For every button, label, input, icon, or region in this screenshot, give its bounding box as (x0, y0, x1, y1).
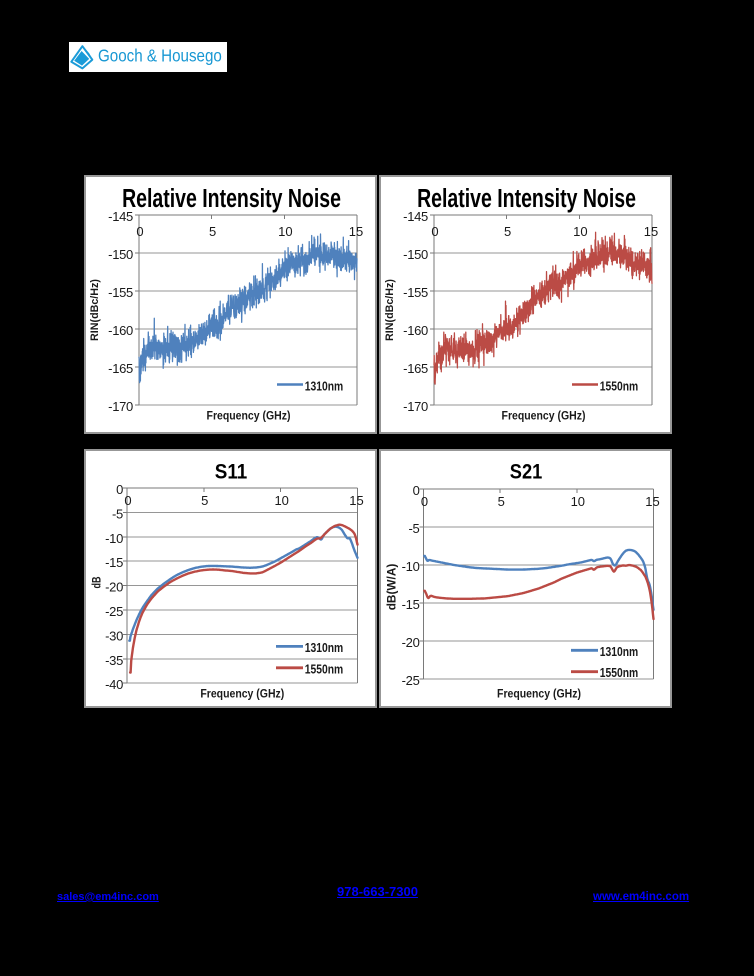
svg-text:0: 0 (124, 493, 131, 508)
svg-text:Frequency (GHz): Frequency (GHz) (502, 410, 586, 423)
svg-text:RIN(dBc/Hz): RIN(dBc/Hz) (384, 279, 396, 341)
svg-text:-150: -150 (403, 247, 428, 262)
svg-text:1310nm: 1310nm (305, 642, 343, 655)
svg-text:dB: dB (90, 576, 104, 588)
svg-text:Frequency (GHz): Frequency (GHz) (497, 688, 581, 701)
svg-text:10: 10 (278, 224, 292, 239)
svg-text:S21: S21 (510, 460, 542, 484)
svg-text:0: 0 (413, 483, 420, 498)
svg-text:-160: -160 (403, 323, 428, 338)
svg-text:-145: -145 (403, 209, 428, 224)
svg-text:0: 0 (116, 482, 123, 497)
svg-text:Frequency (GHz): Frequency (GHz) (200, 688, 284, 701)
svg-text:-5: -5 (409, 521, 420, 536)
svg-text:-25: -25 (105, 604, 123, 619)
svg-text:5: 5 (209, 224, 216, 239)
svg-text:-160: -160 (108, 323, 133, 338)
svg-text:-20: -20 (402, 635, 420, 650)
svg-text:15: 15 (349, 493, 363, 508)
svg-text:10: 10 (573, 224, 587, 239)
svg-text:Relative Intensity Noise: Relative Intensity Noise (417, 183, 636, 212)
svg-text:-165: -165 (403, 361, 428, 376)
svg-text:0: 0 (136, 224, 143, 239)
svg-text:-40: -40 (105, 677, 123, 692)
svg-text:1550nm: 1550nm (600, 381, 638, 394)
svg-text:-155: -155 (108, 285, 133, 300)
svg-text:dB(W/A): dB(W/A) (384, 564, 398, 611)
svg-text:5: 5 (201, 493, 208, 508)
svg-text:10: 10 (274, 493, 288, 508)
svg-text:-25: -25 (402, 673, 420, 688)
svg-text:1310nm: 1310nm (305, 381, 343, 394)
svg-text:-30: -30 (105, 628, 123, 643)
svg-text:0: 0 (421, 494, 428, 509)
svg-text:-170: -170 (108, 399, 133, 414)
svg-text:-15: -15 (105, 555, 123, 570)
svg-text:-35: -35 (105, 653, 123, 668)
svg-text:RIN(dBc/Hz): RIN(dBc/Hz) (89, 279, 101, 341)
svg-text:-10: -10 (105, 531, 123, 546)
svg-text:-150: -150 (108, 247, 133, 262)
svg-text:-15: -15 (402, 597, 420, 612)
svg-text:-10: -10 (402, 559, 420, 574)
svg-text:-165: -165 (108, 361, 133, 376)
svg-text:Frequency (GHz): Frequency (GHz) (207, 410, 291, 423)
svg-text:5: 5 (504, 224, 511, 239)
svg-text:15: 15 (349, 224, 363, 239)
svg-text:Relative Intensity Noise: Relative Intensity Noise (122, 183, 341, 212)
svg-text:-5: -5 (112, 506, 123, 521)
svg-text:15: 15 (644, 224, 658, 239)
svg-text:5: 5 (498, 494, 505, 509)
svg-text:-145: -145 (108, 209, 133, 224)
svg-text:-170: -170 (403, 399, 428, 414)
svg-text:-155: -155 (403, 285, 428, 300)
svg-text:S11: S11 (215, 460, 247, 483)
svg-text:1310nm: 1310nm (600, 646, 638, 659)
svg-text:1550nm: 1550nm (305, 663, 343, 676)
svg-text:0: 0 (431, 224, 438, 239)
svg-text:Gooch & Housego: Gooch & Housego (98, 45, 222, 66)
svg-text:15: 15 (645, 494, 659, 509)
svg-text:10: 10 (571, 494, 585, 509)
svg-text:-20: -20 (105, 580, 123, 595)
svg-text:1550nm: 1550nm (600, 667, 638, 680)
